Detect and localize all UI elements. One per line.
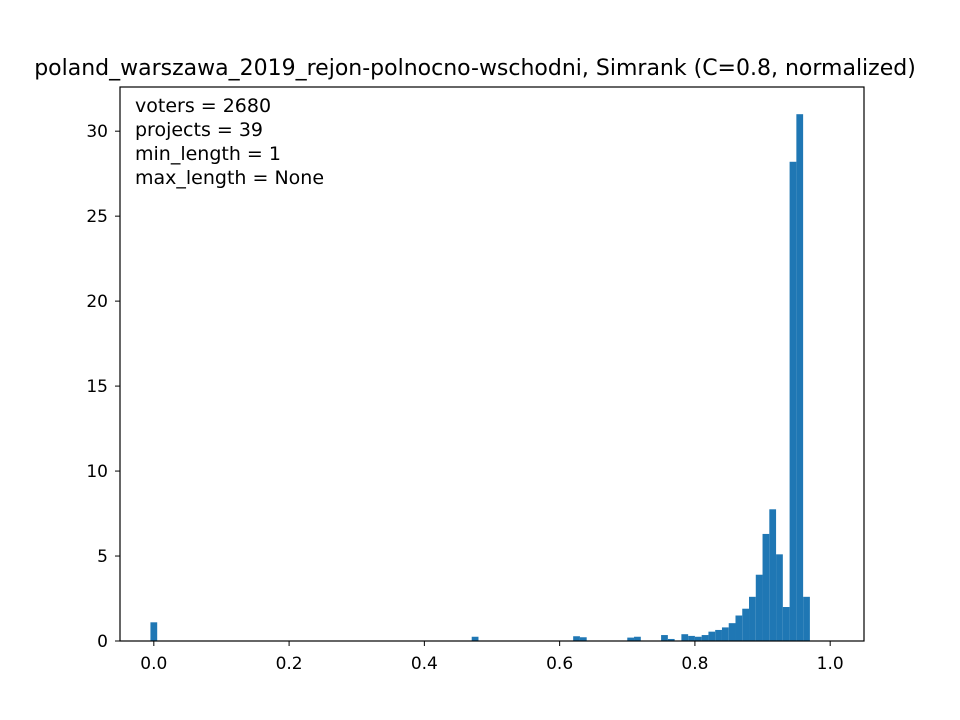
y-tick-label: 0: [97, 632, 108, 652]
histogram-bar: [627, 637, 635, 641]
histogram-bar: [667, 638, 675, 641]
x-tick-label: 1.0: [817, 654, 844, 674]
x-tick-label: 0.6: [546, 654, 573, 674]
histogram-bar: [742, 608, 750, 641]
y-tick-label: 25: [86, 207, 108, 227]
histogram-bar: [776, 554, 783, 641]
x-tick-label: 0.2: [276, 654, 303, 674]
histogram-bar: [661, 635, 668, 641]
histogram-bar: [688, 635, 695, 641]
histogram-bar: [694, 636, 702, 641]
histogram-bar: [715, 629, 722, 641]
y-tick-label: 15: [86, 377, 108, 397]
y-tick-label: 30: [86, 122, 108, 142]
histogram-bar: [573, 636, 580, 641]
plot-frame: [119, 86, 865, 642]
axes-group: 0.0 0.2 0.4 0.6 0.8 1.0 0 5 10 15 20 25 30: [86, 86, 865, 674]
histogram-bar: [789, 161, 797, 641]
histogram-bar: [796, 114, 804, 641]
x-tick-label: 0.8: [681, 654, 708, 674]
histogram-bar: [728, 623, 736, 641]
histogram-bar: [708, 631, 716, 641]
histogram-bar: [634, 636, 641, 641]
histogram-bar: [471, 636, 479, 641]
x-tick-label: 0.0: [140, 654, 167, 674]
histogram-bar: [579, 637, 587, 641]
histogram-bar: [769, 509, 777, 641]
histogram-bar: [782, 607, 790, 641]
histogram-bar: [150, 622, 158, 641]
histogram-bar: [749, 596, 756, 641]
bars-group: [150, 114, 810, 641]
histogram-bar: [803, 596, 810, 641]
histogram-bar: [762, 533, 770, 641]
histogram-bar: [701, 635, 709, 641]
stats-annotation: voters = 2680: [135, 95, 271, 117]
histogram-bar: [721, 627, 729, 641]
chart-title: poland_warszawa_2019_rejon-polnocno-wsch…: [34, 56, 916, 81]
histogram-bar: [755, 574, 763, 641]
histogram-bar: [735, 615, 743, 641]
y-tick-label: 10: [86, 462, 108, 482]
y-tick-label: 5: [97, 547, 108, 567]
histogram-bar: [681, 634, 689, 641]
y-tick-label: 20: [86, 292, 108, 312]
stats-annotation: min_length = 1: [135, 143, 281, 165]
stats-annotation: projects = 39: [135, 119, 263, 141]
x-tick-label: 0.4: [411, 654, 438, 674]
stats-annotation: max_length = None: [135, 167, 324, 189]
